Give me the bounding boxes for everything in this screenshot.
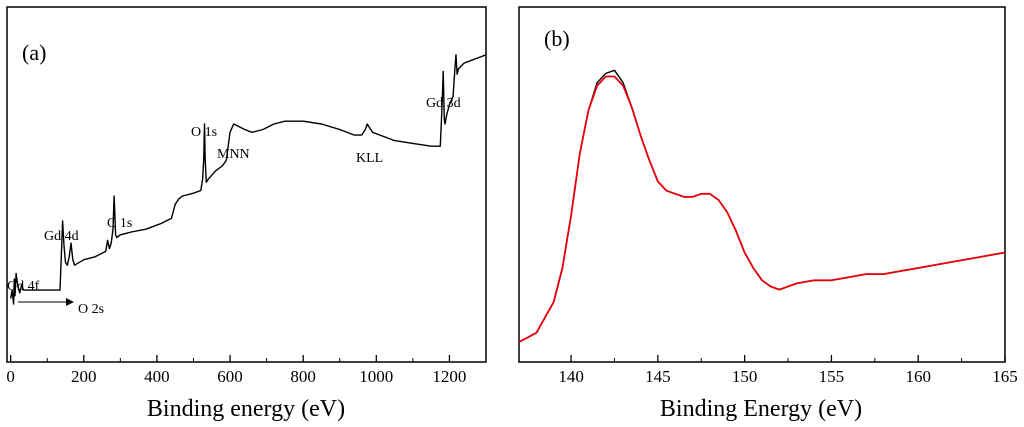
x-tick-label: 0 — [6, 367, 15, 386]
annotation-gd-4f: Gd 4f — [7, 279, 40, 294]
x-tick-label: 800 — [290, 367, 316, 386]
panel-a: 0 200 400 600 800 1000 1200 (a) Binding energy… — [6, 6, 487, 422]
x-tick-label: 150 — [732, 367, 758, 386]
x-tick-label: 165 — [992, 367, 1018, 386]
annotation-gd-3d: Gd 3d — [426, 96, 461, 111]
x-tick-label: 1200 — [432, 367, 466, 386]
x-ticks-a — [10, 355, 451, 362]
x-tick-label: 400 — [144, 367, 170, 386]
x-tick-label: 140 — [558, 367, 584, 386]
x-tick-label: 155 — [819, 367, 845, 386]
x-tick-label: 600 — [217, 367, 243, 386]
annotation-mnn: MNN — [217, 147, 250, 162]
annotation-o-2s: O 2s — [78, 302, 104, 317]
x-tick-label: 160 — [905, 367, 931, 386]
x-axis-label-a: Binding energy (eV) — [147, 396, 345, 422]
x-tick-label: 145 — [645, 367, 671, 386]
annotation-c-1s: C 1s — [107, 216, 132, 231]
x-tick-label: 200 — [71, 367, 97, 386]
x-ticks-b — [570, 355, 1006, 362]
series-line-fit — [518, 75, 1006, 343]
x-tick-labels-a: 0 200 400 600 800 1000 1200 — [6, 367, 466, 386]
x-axis-label-b: Binding Energy (eV) — [660, 396, 862, 422]
plot-frame-a — [6, 6, 487, 363]
annotation-kll: KLL — [356, 151, 383, 166]
panel-b: 140 145 150 155 160 165 (b) Binding Energy (e… — [518, 6, 1018, 422]
panel-label-a: (a) — [22, 40, 46, 65]
series-line-measured — [518, 69, 1006, 343]
plot-frame-b — [518, 6, 1006, 363]
series-line-survey — [10, 54, 487, 305]
series-lines-b — [518, 69, 1006, 343]
x-tick-label: 1000 — [359, 367, 393, 386]
annotation-o-1s: O 1s — [191, 125, 217, 140]
series-lines-a — [10, 54, 487, 305]
x-tick-labels-b: 140 145 150 155 160 165 — [558, 367, 1017, 386]
o2s-arrow-head — [66, 298, 74, 306]
panel-label-b: (b) — [544, 26, 570, 51]
annotation-gd-4d: Gd 4d — [44, 229, 79, 244]
